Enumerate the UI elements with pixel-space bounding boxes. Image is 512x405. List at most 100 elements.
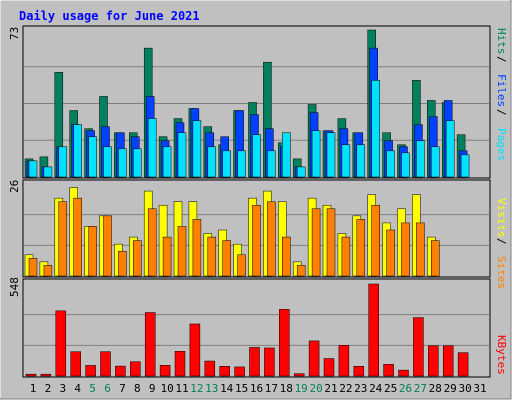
kbytes-bar xyxy=(249,347,260,377)
x-tick-label: 22 xyxy=(339,382,352,395)
visits-legend: Visits xyxy=(495,198,508,238)
sites-bar xyxy=(431,240,440,277)
x-tick-label: 7 xyxy=(119,382,126,395)
x-tick-label: 30 xyxy=(458,382,471,395)
x-tick-label: 28 xyxy=(429,382,442,395)
pages-bar xyxy=(73,124,82,178)
legend-separator: / xyxy=(495,56,508,63)
pages-bar xyxy=(192,120,202,178)
sites-bar xyxy=(162,236,172,277)
pages-bar xyxy=(28,160,38,178)
sites-bar xyxy=(88,226,97,277)
kbytes-bar xyxy=(144,312,156,377)
sites-bar xyxy=(237,254,246,277)
legend-separator: / xyxy=(495,238,508,245)
pages-legend: Pages xyxy=(495,128,508,161)
pages-bar xyxy=(445,120,455,178)
kbytes-bar xyxy=(323,358,335,377)
pages-bar xyxy=(252,134,261,178)
kbytes-ymax-label: 548 xyxy=(8,277,21,297)
x-tick-label: 6 xyxy=(104,382,111,395)
visits-ymax-label: 26 xyxy=(8,180,21,193)
sites-bar xyxy=(416,222,425,277)
sites-bar xyxy=(177,226,187,277)
pages-bar xyxy=(401,152,410,178)
x-tick-label: 13 xyxy=(205,382,218,395)
sites-bar xyxy=(356,219,366,277)
hits-legend-sep1: / xyxy=(495,56,508,63)
pages-bar xyxy=(222,150,231,178)
pages-bar xyxy=(103,146,112,178)
kbytes-bar xyxy=(442,345,454,377)
sites-bar xyxy=(386,229,395,277)
kbytes-bar xyxy=(219,366,230,377)
x-tick-label: 11 xyxy=(175,382,188,395)
x-tick-label: 15 xyxy=(235,382,248,395)
x-tick-label: 23 xyxy=(354,382,367,395)
files-legend: Files xyxy=(495,74,508,107)
pages-bar xyxy=(147,118,157,178)
kbytes-bar xyxy=(428,345,439,377)
sites-bar xyxy=(222,240,231,277)
kbytes-bar xyxy=(40,373,52,377)
kbytes-bar xyxy=(85,365,96,377)
legend-visits: Visits xyxy=(495,198,508,238)
x-tick-label: 31 xyxy=(473,382,486,395)
legend-separator: / xyxy=(495,109,508,116)
pages-bar xyxy=(296,166,306,178)
pages-bar xyxy=(133,148,142,178)
x-tick-label: 4 xyxy=(74,382,81,395)
pages-bar xyxy=(162,146,172,178)
kbytes-bar xyxy=(70,351,81,377)
x-tick-label: 1 xyxy=(30,382,37,395)
x-tick-label: 21 xyxy=(324,382,337,395)
sites-bar xyxy=(43,265,53,277)
x-tick-label: 25 xyxy=(384,382,397,395)
sites-bar xyxy=(326,208,336,277)
x-tick-label: 24 xyxy=(369,382,383,395)
x-tick-label: 3 xyxy=(59,382,66,395)
x-tick-label: 12 xyxy=(190,382,203,395)
sites-bar xyxy=(103,215,112,277)
pages-bar xyxy=(58,146,68,178)
legend-kbytes: KBytes xyxy=(495,335,508,375)
legend-hits: Hits xyxy=(495,28,508,55)
kbytes-bar xyxy=(413,317,424,377)
x-tick-label: 27 xyxy=(414,382,427,395)
x-tick-label: 10 xyxy=(160,382,173,395)
sites-bar xyxy=(73,197,82,277)
x-tick-label: 26 xyxy=(399,382,412,395)
kbytes-bar xyxy=(159,365,171,377)
pages-bar xyxy=(118,148,127,178)
kbytes-bar xyxy=(383,363,394,377)
kbytes-bar xyxy=(204,360,216,377)
pages-bar xyxy=(386,150,395,178)
kbytes-bar xyxy=(234,366,245,377)
kbytes-bar xyxy=(457,352,469,377)
x-tick-label: 18 xyxy=(280,382,293,395)
kbytes-legend: KBytes xyxy=(495,335,508,375)
pages-bar xyxy=(460,154,470,178)
pages-bar xyxy=(356,144,366,178)
kbytes-bar xyxy=(398,369,409,377)
pages-bar xyxy=(207,146,217,178)
kbytes-bar xyxy=(264,347,275,377)
x-axis-labels: 1 2 3 4 5 6 7 8 9 10 11 12 13 14 15 16 17 18 19 20 21 22 23 24 2… xyxy=(30,382,487,395)
sites-legend: Sites xyxy=(495,256,508,289)
pages-bar xyxy=(267,150,276,178)
kbytes-bar xyxy=(293,373,305,377)
legend-files: Files xyxy=(495,74,508,107)
kbytes-bar xyxy=(55,310,67,377)
kbytes-bar xyxy=(338,345,350,377)
hits-legend-sep2: / xyxy=(495,109,508,116)
sites-bar xyxy=(282,236,291,277)
sites-bar xyxy=(58,201,68,277)
sites-bar xyxy=(118,250,127,277)
pages-bar xyxy=(88,136,97,178)
kbytes-bar xyxy=(368,283,379,377)
pages-bar xyxy=(371,80,380,178)
bars-layer xyxy=(24,29,470,377)
sites-bar xyxy=(401,222,410,277)
